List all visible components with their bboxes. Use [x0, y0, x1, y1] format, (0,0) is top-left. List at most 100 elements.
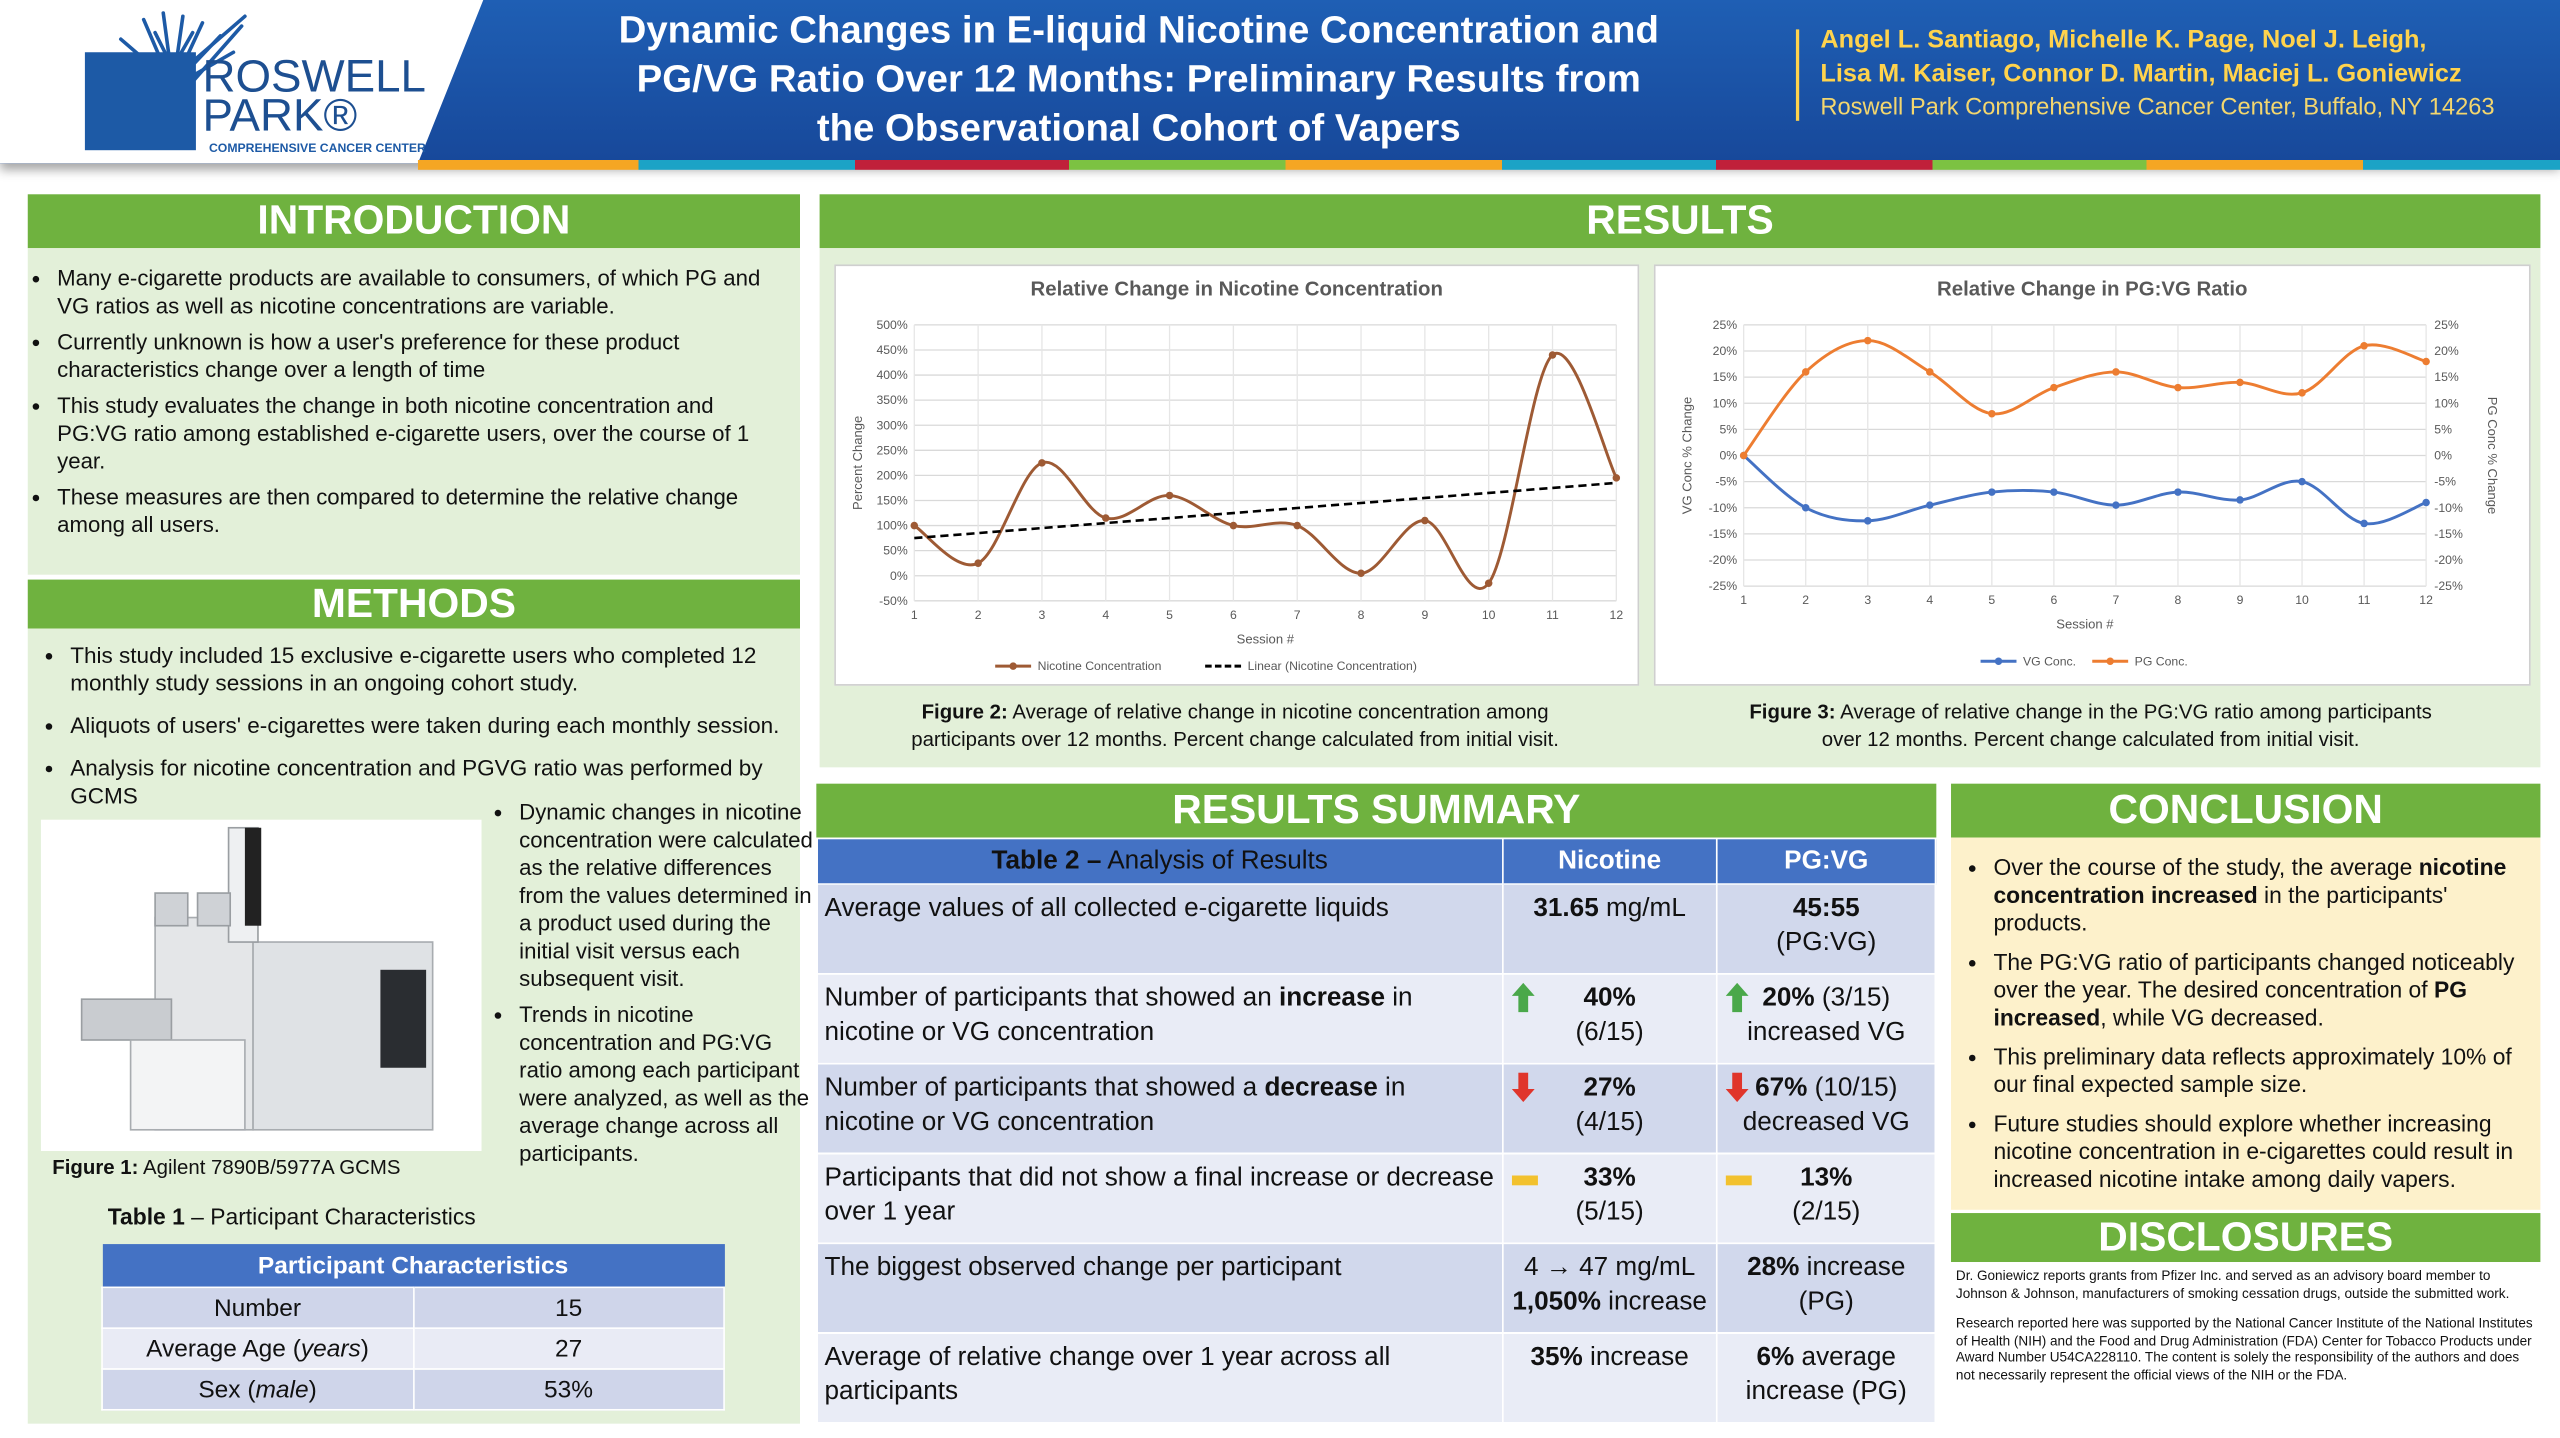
text: 67% [1755, 1074, 1808, 1103]
intro-panel: Many e-cigarette products are available … [27, 248, 800, 575]
text: The biggest observed change per particip… [824, 1253, 1342, 1282]
data-point [1801, 504, 1810, 512]
title-line: Dynamic Changes in E-liquid Nicotine Con… [618, 8, 1659, 51]
text: nicotine concentration increased [1993, 853, 2507, 908]
gcms-image [40, 819, 482, 1152]
data-point [910, 521, 919, 530]
bullet: Over the course of the study, the averag… [1993, 854, 2527, 937]
y-tick-label: -15% [1709, 527, 1738, 541]
legend-label: PG Conc. [2135, 654, 2188, 668]
text: Number [213, 1293, 302, 1322]
text: 6% [1756, 1343, 1795, 1372]
table-cell: 35% increase [1501, 1332, 1718, 1424]
section-heading: RESULTS [819, 194, 2541, 249]
table-row: The biggest observed change per particip… [816, 1242, 1937, 1334]
text: (5/15) [1575, 1198, 1644, 1227]
y2-axis-label: PG Conc % Change [2485, 397, 2500, 515]
text: mg/mL [1598, 894, 1686, 923]
chart: Relative Change in Nicotine Concentratio… [834, 264, 1640, 686]
trend-icon [1511, 982, 1535, 1022]
chart: Relative Change in PG:VG Ratio -25% -20% -1… [1653, 264, 2531, 686]
icon [1511, 982, 1535, 1013]
table-cell: 13% (2/15) [1716, 1152, 1937, 1245]
text: – Participant Characteristics [184, 1203, 476, 1230]
y-tick-label: 5% [2434, 422, 2452, 436]
y-tick-label: 400% [876, 368, 907, 382]
y-tick-label: 10% [1713, 396, 1738, 410]
text: Figure 2: [921, 700, 1008, 724]
x-tick-label: 6 [1230, 608, 1237, 622]
y-tick-label: 0% [890, 569, 908, 583]
text: male [255, 1375, 309, 1404]
text: (2/15) [1792, 1198, 1861, 1227]
chart-title: Relative Change in PG:VG Ratio [1937, 279, 2247, 301]
table-caption: Table 1 – Participant Characteristics [108, 1203, 476, 1229]
text: increased VG [1747, 1018, 1906, 1047]
text: increase [1600, 1288, 1707, 1316]
bullet: Aliquots of users' e-cigarettes were tak… [70, 712, 813, 740]
text-line: (PG) [1724, 1285, 1928, 1319]
series-line [1742, 339, 2427, 457]
text-line: 13% [1724, 1161, 1928, 1195]
text: Average of relative change over 1 year a… [824, 1343, 1391, 1406]
text: 1,050% [1512, 1288, 1601, 1316]
text-line: 1,050% increase [1510, 1285, 1710, 1319]
data-point [2422, 498, 2430, 507]
bullet: This study included 15 exclusive e-cigar… [70, 642, 813, 698]
text: (6/15) [1575, 1018, 1644, 1047]
participant-table: Participant Characteristics Number 15 Avera… [101, 1244, 725, 1411]
text: Number of participants that showed an [824, 984, 1279, 1013]
data-point [2050, 383, 2058, 392]
text-line: 67% (10/15) [1724, 1071, 1928, 1105]
text: increase [1799, 1253, 1906, 1282]
text: Average Age ( [146, 1334, 301, 1363]
data-point [1863, 517, 1872, 525]
text: Nicotine [1558, 846, 1662, 875]
text: Figure 3: [1749, 700, 1836, 724]
title-line: PG/VG Ratio Over 12 Months: Preliminary … [636, 57, 1641, 100]
x-tick-label: 6 [2050, 593, 2057, 607]
x-axis-label: Session # [2056, 617, 2114, 632]
table-cell: 33% (5/15) [1501, 1152, 1718, 1245]
text: 20% [1762, 984, 1815, 1013]
text: Research reported here was supported by … [1955, 1314, 2533, 1383]
logo-area: ROSWELL PARK® COMPREHENSIVE CANCER CENTE… [0, 0, 484, 164]
text: (3/15) [1814, 984, 1891, 1013]
section-heading: RESULTS SUMMARY [816, 783, 1937, 838]
text: 31.65 [1533, 894, 1599, 923]
section-heading: METHODS [27, 579, 800, 629]
y-tick-label: 450% [876, 343, 907, 357]
table-cell: Number of participants that showed an in… [816, 973, 1504, 1065]
logo-name: ROSWELL [202, 50, 425, 101]
data-point [2174, 488, 2182, 496]
data-point [974, 559, 982, 567]
bullet: Currently unknown is how a user's prefer… [57, 328, 787, 384]
text: Dr. Goniewicz reports grants from Pfizer… [1955, 1266, 2510, 1301]
y-tick-label: 300% [876, 418, 907, 432]
table-cell: Average Age (years) [101, 1327, 414, 1370]
bullet: Dynamic changes in nicotine concentratio… [519, 798, 821, 992]
legend-marker [2106, 657, 2114, 665]
table-row: Number 15 [101, 1286, 725, 1329]
data-point [1926, 501, 1934, 509]
data-point [1988, 409, 1996, 418]
logo-subtitle: COMPREHENSIVE CANCER CENTER [209, 141, 426, 155]
y-tick-label: -25% [1709, 579, 1738, 593]
trend-icon [1725, 1072, 1749, 1112]
bullet: This study evaluates the change in both … [57, 392, 787, 475]
text: Over the course of the study, the averag… [1993, 853, 2419, 880]
text: Dynamic changes in nicotine concentratio… [519, 799, 813, 992]
icon [1725, 1072, 1749, 1103]
text-line: Figure 2: Average of relative change in … [834, 699, 1636, 727]
x-tick-label: 1 [911, 608, 918, 622]
text-line: 31.65 mg/mL [1510, 891, 1710, 925]
text: , while VG decreased. [2100, 1004, 2324, 1031]
bullet: The PG:VG ratio of participants changed … [1993, 949, 2527, 1032]
data-point [1038, 459, 1046, 467]
table-header: Participant Characteristics [102, 1244, 725, 1288]
x-tick-label: 4 [1102, 608, 1109, 622]
y-tick-label: 15% [2434, 370, 2459, 384]
icon [1725, 1175, 1753, 1186]
table-cell: 67% (10/15) decreased VG [1716, 1062, 1937, 1155]
